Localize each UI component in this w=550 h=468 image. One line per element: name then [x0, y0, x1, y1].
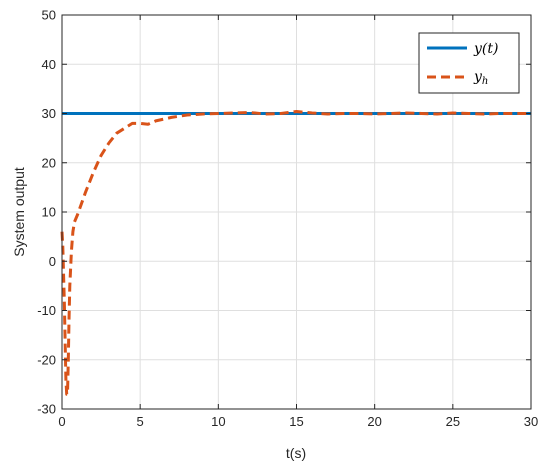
x-tick-label: 25 — [446, 414, 460, 429]
x-tick-label: 20 — [367, 414, 381, 429]
series-layer — [60, 110, 531, 396]
series-line-y-h — [60, 110, 531, 396]
y-tick-label: -10 — [37, 303, 56, 318]
x-tick-label: 5 — [137, 414, 144, 429]
legend-label-y-h-main: y — [473, 69, 483, 85]
y-tick-label: 40 — [42, 57, 56, 72]
y-tick-label: 30 — [42, 106, 56, 121]
x-tick-label: 10 — [211, 414, 225, 429]
y-tick-label: 50 — [42, 8, 56, 23]
legend-box — [418, 32, 520, 94]
y-tick-label: -30 — [37, 402, 56, 417]
x-axis-label: t(s) — [286, 445, 306, 461]
y-axis-label: System output — [11, 167, 27, 257]
y-tick-label: 20 — [42, 155, 56, 170]
legend: y(t) yh — [418, 32, 520, 94]
legend-label-y-t: y(t) — [473, 41, 498, 57]
y-tick-label: 10 — [42, 205, 56, 220]
x-tick-label: 15 — [289, 414, 303, 429]
x-tick-label: 30 — [524, 414, 538, 429]
tick-layer: 0 5 10 15 20 25 30 -30 -20 -10 0 10 20 30 40 50 — [37, 8, 538, 430]
legend-label-y-h: yh — [473, 69, 488, 87]
y-tick-label: 0 — [49, 254, 56, 269]
x-tick-label: 0 — [58, 414, 65, 429]
legend-label-y-h-sub: h — [482, 76, 488, 87]
y-tick-label: -20 — [37, 352, 56, 367]
